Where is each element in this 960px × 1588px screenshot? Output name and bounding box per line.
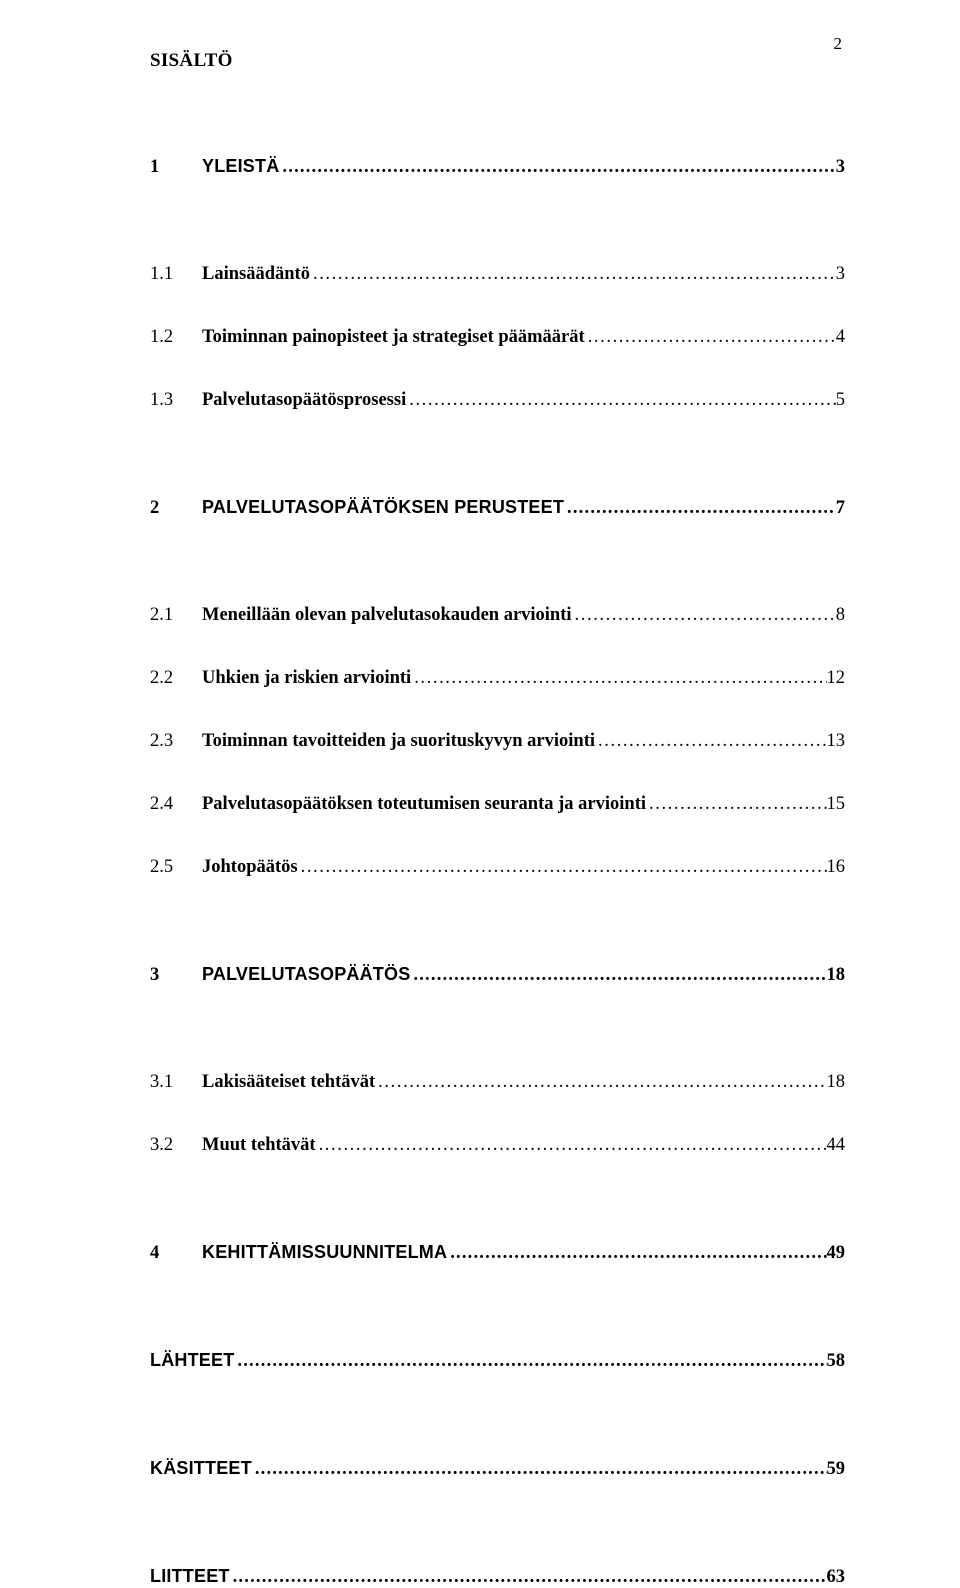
toc-label: Meneillään olevan palvelutasokauden arvi… xyxy=(202,605,572,626)
toc-number: 2 xyxy=(150,498,202,519)
toc-page: 13 xyxy=(827,731,846,752)
toc-entry: 2.3Toiminnan tavoitteiden ja suorituskyv… xyxy=(150,731,845,752)
toc-entry: 1YLEISTÄ................................… xyxy=(150,156,845,178)
toc-number: 1 xyxy=(150,157,202,178)
toc-leader-dots: ........................................… xyxy=(410,965,826,986)
toc-page: 5 xyxy=(836,390,845,411)
toc-leader-dots: ........................................… xyxy=(406,390,836,411)
toc-label: Johtopäätös xyxy=(202,857,298,878)
toc-number: 2.4 xyxy=(150,794,202,815)
toc-entry: 2.4Palvelutasopäätöksen toteutumisen seu… xyxy=(150,794,845,815)
toc-number: 1.2 xyxy=(150,327,202,348)
toc-entry: KÄSITTEET...............................… xyxy=(150,1458,845,1480)
toc-page: 15 xyxy=(827,794,846,815)
toc-page: 58 xyxy=(827,1351,846,1372)
toc-label: Lainsäädäntö xyxy=(202,264,310,285)
toc-number: 1.1 xyxy=(150,264,202,285)
toc-leader-dots: ........................................… xyxy=(585,327,836,348)
toc-page: 12 xyxy=(827,668,846,689)
toc-entry: 4KEHITTÄMISSUUNNITELMA..................… xyxy=(150,1242,845,1264)
toc-label: Palvelutasopäätöksen toteutumisen seuran… xyxy=(202,794,646,815)
toc-label: Toiminnan painopisteet ja strategiset pä… xyxy=(202,327,585,348)
toc-label: KEHITTÄMISSUUNNITELMA xyxy=(202,1242,447,1263)
toc-entry: 2.1Meneillään olevan palvelutasokauden a… xyxy=(150,605,845,626)
toc-label: YLEISTÄ xyxy=(202,156,279,177)
toc-entry: 2.2Uhkien ja riskien arviointi..........… xyxy=(150,668,845,689)
toc-entry: 1.3Palvelutasopäätösprosessi............… xyxy=(150,390,845,411)
toc-leader-dots: ........................................… xyxy=(572,605,836,626)
toc-page: 16 xyxy=(827,857,846,878)
toc-entry: 1.1Lainsäädäntö.........................… xyxy=(150,264,845,285)
toc-leader-dots: ........................................… xyxy=(447,1243,826,1264)
toc-page: 18 xyxy=(827,965,846,986)
toc-page: 3 xyxy=(836,264,845,285)
toc-title: SISÄLTÖ xyxy=(150,50,845,72)
toc-label: Toiminnan tavoitteiden ja suorituskyvyn … xyxy=(202,731,595,752)
toc-number: 2.3 xyxy=(150,731,202,752)
toc-number: 3.2 xyxy=(150,1135,202,1156)
toc-label: LIITTEET xyxy=(150,1566,230,1587)
toc-page: 18 xyxy=(827,1072,846,1093)
toc-leader-dots: ........................................… xyxy=(375,1072,826,1093)
toc-list: 1YLEISTÄ................................… xyxy=(150,156,845,1588)
toc-leader-dots: ........................................… xyxy=(595,731,826,752)
toc-label: PALVELUTASOPÄÄTÖKSEN PERUSTEET xyxy=(202,497,564,518)
toc-entry: 1.2Toiminnan painopisteet ja strategiset… xyxy=(150,327,845,348)
toc-leader-dots: ........................................… xyxy=(230,1567,827,1588)
page-number: 2 xyxy=(834,34,843,54)
toc-page: 44 xyxy=(827,1135,846,1156)
toc-entry: 2.5Johtopäätös..........................… xyxy=(150,857,845,878)
toc-label: PALVELUTASOPÄÄTÖS xyxy=(202,964,410,985)
toc-leader-dots: ........................................… xyxy=(316,1135,827,1156)
toc-page: 4 xyxy=(836,327,845,348)
toc-label: KÄSITTEET xyxy=(150,1458,252,1479)
toc-entry: 3.1Lakisääteiset tehtävät...............… xyxy=(150,1072,845,1093)
toc-leader-dots: ........................................… xyxy=(279,157,835,178)
toc-entry: 3.2Muut tehtävät........................… xyxy=(150,1135,845,1156)
toc-number: 2.5 xyxy=(150,857,202,878)
toc-page: 59 xyxy=(827,1459,846,1480)
toc-page: 8 xyxy=(836,605,845,626)
toc-page: 49 xyxy=(827,1243,846,1264)
toc-page: 7 xyxy=(836,498,845,519)
toc-number: 2.1 xyxy=(150,605,202,626)
toc-entry: 2PALVELUTASOPÄÄTÖKSEN PERUSTEET.........… xyxy=(150,497,845,519)
toc-leader-dots: ........................................… xyxy=(234,1351,826,1372)
toc-number: 1.3 xyxy=(150,390,202,411)
toc-number: 2.2 xyxy=(150,668,202,689)
toc-leader-dots: ........................................… xyxy=(252,1459,827,1480)
toc-label: LÄHTEET xyxy=(150,1350,234,1371)
toc-entry: LÄHTEET.................................… xyxy=(150,1350,845,1372)
toc-leader-dots: ........................................… xyxy=(298,857,827,878)
toc-leader-dots: ........................................… xyxy=(411,668,826,689)
toc-entry: LIITTEET................................… xyxy=(150,1566,845,1588)
toc-label: Lakisääteiset tehtävät xyxy=(202,1072,375,1093)
toc-page: 63 xyxy=(827,1567,846,1588)
toc-entry: 3PALVELUTASOPÄÄTÖS......................… xyxy=(150,964,845,986)
toc-label: Muut tehtävät xyxy=(202,1135,316,1156)
toc-label: Palvelutasopäätösprosessi xyxy=(202,390,406,411)
toc-number: 3 xyxy=(150,965,202,986)
toc-leader-dots: ........................................… xyxy=(310,264,836,285)
toc-label: Uhkien ja riskien arviointi xyxy=(202,668,411,689)
toc-number: 3.1 xyxy=(150,1072,202,1093)
toc-leader-dots: ........................................… xyxy=(564,498,836,519)
toc-page: 3 xyxy=(836,157,845,178)
toc-leader-dots: ........................................… xyxy=(646,794,827,815)
toc-number: 4 xyxy=(150,1243,202,1264)
